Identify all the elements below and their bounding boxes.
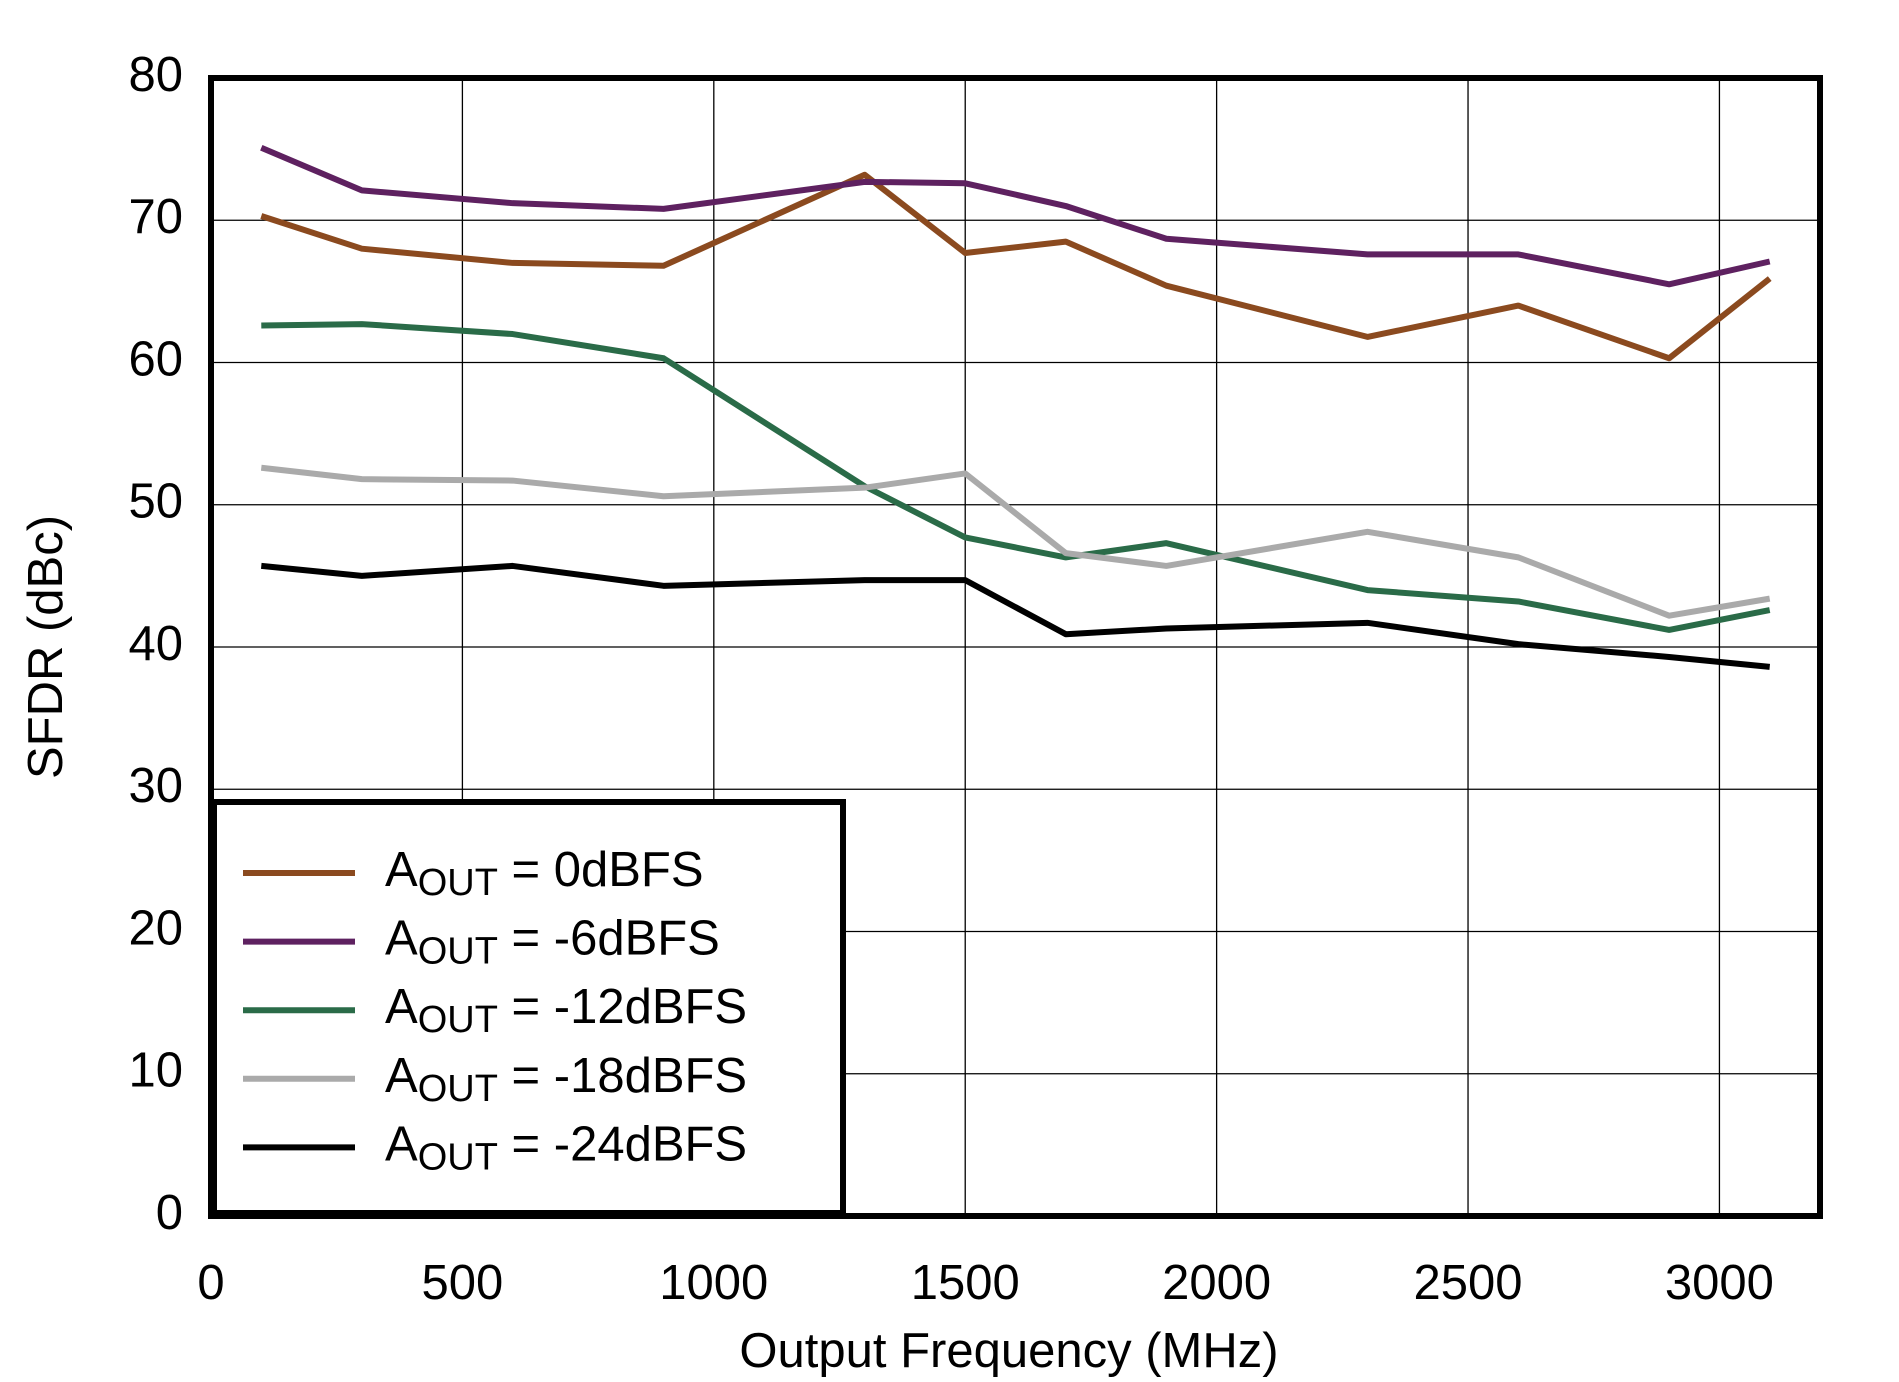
legend-label: AOUT = -18dBFS bbox=[385, 1049, 747, 1110]
data-line bbox=[260, 144, 1771, 288]
legend-label: AOUT = -6dBFS bbox=[385, 912, 720, 973]
x-tick-label: 2500 bbox=[1414, 1256, 1523, 1310]
y-tick-label: 60 bbox=[128, 332, 183, 386]
y-tick-label: 0 bbox=[156, 1186, 183, 1240]
y-tick-label: 70 bbox=[128, 190, 183, 244]
data-line bbox=[260, 562, 1771, 670]
data-line bbox=[261, 321, 1771, 633]
y-tick-label: 40 bbox=[128, 617, 183, 671]
data-line bbox=[260, 171, 1772, 362]
legend-label: AOUT = -24dBFS bbox=[385, 1117, 747, 1178]
y-tick-label: 20 bbox=[128, 901, 183, 955]
legend-label: AOUT = 0dBFS bbox=[385, 843, 704, 904]
y-tick-label: 50 bbox=[128, 475, 183, 529]
plot-frame bbox=[208, 75, 1823, 1219]
x-tick-label: 1500 bbox=[911, 1256, 1020, 1310]
y-tick-label: 10 bbox=[128, 1044, 183, 1098]
y-tick-label: 80 bbox=[128, 48, 183, 102]
y-tick-label: 30 bbox=[128, 759, 183, 813]
x-tick-label: 3000 bbox=[1665, 1256, 1774, 1310]
x-tick-label: 0 bbox=[197, 1256, 224, 1310]
data-line bbox=[260, 464, 1771, 619]
x-axis-label: Output Frequency (MHz) bbox=[739, 1324, 1278, 1378]
x-tick-label: 500 bbox=[422, 1256, 504, 1310]
x-tick-label: 2000 bbox=[1162, 1256, 1271, 1310]
x-tick-label: 1000 bbox=[659, 1256, 768, 1310]
y-axis-label: SFDR (dBc) bbox=[19, 515, 73, 779]
legend-label: AOUT = -12dBFS bbox=[385, 980, 747, 1041]
